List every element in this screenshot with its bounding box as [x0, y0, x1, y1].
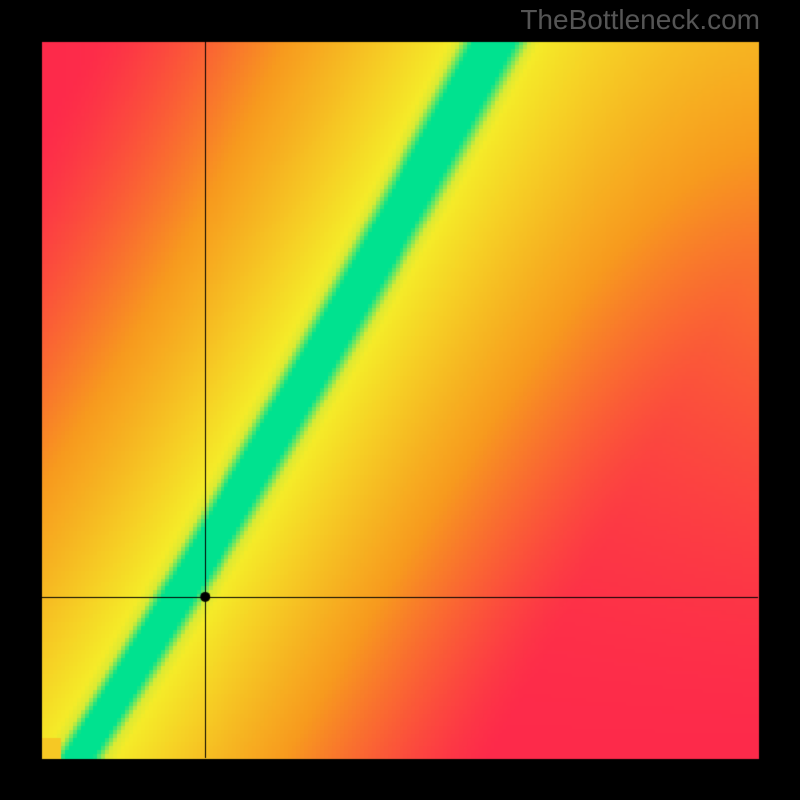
- watermark-text: TheBottleneck.com: [520, 4, 760, 36]
- bottleneck-heatmap: [0, 0, 800, 800]
- chart-container: TheBottleneck.com: [0, 0, 800, 800]
